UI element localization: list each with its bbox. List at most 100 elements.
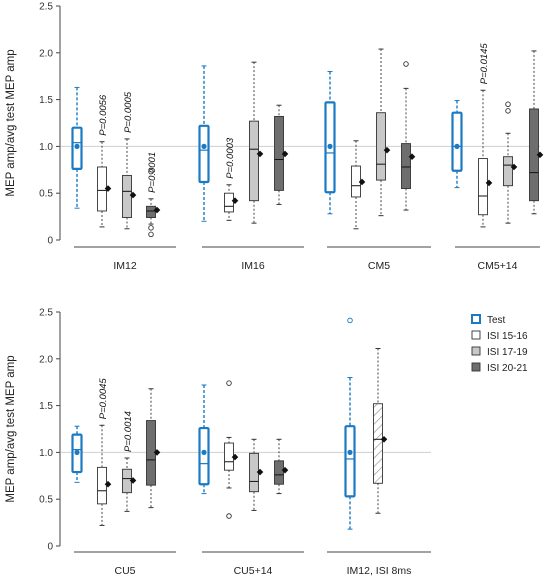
y-tick-label: 1.5 [39,401,53,412]
box-iqr [373,403,383,484]
mean-marker [129,191,137,199]
mean-marker [201,143,207,149]
box-isi1719 [249,438,264,511]
box-iqr [97,466,107,505]
outlier-point [505,108,511,114]
group-im12: IM12 P=0.0056 P=0.0005 P=0.0001 [71,86,176,272]
box-iqr [274,115,284,191]
group-label: IM12, ISI 8ms [347,565,412,577]
group-label: CU5+14 [234,565,273,577]
mean-marker [256,468,264,476]
legend-swatch [471,314,481,324]
y-tick-label: 2.0 [39,354,53,365]
panel-2: 0 0.5 1.0 1.5 2.0 2.5 MEP amp/avg test MEP amp… [5,308,431,577]
p-value-label: P=0.0001 [147,152,158,193]
box-isi2021 [401,61,416,211]
p-value-label: P=0.0056 [98,94,109,136]
mean-marker [104,185,112,192]
y-tick-label: 2.5 [39,2,53,13]
mean-marker [281,466,289,474]
y-axis-label: MEP amp/avg test MEP amp [5,49,17,196]
p-value-label: P=0.0014 [123,411,134,452]
p-value-label: P=0.0045 [98,378,109,420]
box-isi2021: P=0.0001 [146,152,161,238]
group-cu5: CU5 P=0.0045 P=0.0014 [71,378,176,577]
mean-marker [536,151,544,159]
box-isi1719 [503,101,518,224]
legend-swatch [471,330,481,340]
y-tick-label: 1.0 [39,142,53,153]
mean-marker [510,163,518,171]
y-tick-label: 0.5 [39,189,53,200]
box-iqr [344,425,356,498]
mean-marker [327,143,333,149]
box-test [198,65,210,222]
box-iqr [274,460,284,485]
box-isi1719: P=0.0005 [122,91,137,230]
mean-marker [153,449,161,456]
legend-item-isi2021: ISI 20-21 [471,362,528,374]
outlier-point [148,168,154,175]
outlier-point [403,61,409,67]
box-iqr [224,192,234,213]
mean-marker [281,150,289,158]
legend-label: ISI 20-21 [487,363,528,374]
box-isi1516: P=0.0045 [97,378,112,526]
p-value-label: P=0.0003 [225,137,236,179]
box-iqr [122,468,132,494]
legend-label: Test [487,315,506,326]
box-isi1516 [224,380,239,519]
mean-marker [454,143,460,149]
y-tick-label: 0 [47,542,53,553]
panel-1: 0 0.5 1.0 1.5 2.0 2.5 MEP amp/avg test MEP amp… [5,2,544,272]
box-isi1516: P=0.0056 [97,94,112,228]
group-cm5: CM5 [324,48,431,272]
box-test [344,317,356,530]
box-iqr [146,205,156,218]
box-iqr [451,111,463,172]
p-value-label: P=0.0145 [479,43,490,85]
mean-marker [74,143,80,149]
outlier-point [148,225,154,231]
box-iqr [224,442,234,471]
box-iqr [478,158,488,216]
box-iqr [122,174,132,218]
mean-marker [104,480,112,488]
box-iqr [198,124,210,184]
outlier-point [226,513,232,519]
outlier-point [505,101,511,108]
mean-marker [485,179,493,187]
outlier-point [347,317,353,324]
legend-item-isi1719: ISI 17-19 [471,346,528,358]
group-label: CM5+14 [478,260,518,272]
legend-item-test: Test [471,314,506,326]
mean-marker [256,150,264,158]
mean-marker [231,197,239,204]
box-isi1719 [249,61,264,224]
p-value-label: P=0.0005 [123,91,134,133]
box-iqr [503,156,513,187]
mean-marker [358,178,366,186]
y-tick-label: 1.5 [39,95,53,106]
box-isi1719: P=0.0014 [122,411,137,512]
box-iqr [376,112,386,181]
y-tick-label: 2.5 [39,308,53,319]
box-isi2021 [274,438,289,495]
legend: Test ISI 15-16 ISI 17-19 ISI 20-21 [471,314,528,374]
box-iqr [351,165,361,198]
box-iqr [97,166,107,212]
y-tick-label: 2.0 [39,48,53,59]
box-isi2021 [529,50,544,215]
legend-swatch [471,362,481,372]
box-iqr [146,420,156,486]
mean-marker [383,146,391,154]
box-isi2021 [146,388,161,509]
box-iqr [249,452,259,493]
mean-marker [74,449,80,455]
outlier-point [148,231,154,238]
y-tick-label: 0.5 [39,495,53,506]
mean-marker [129,477,137,484]
legend-label: ISI 17-19 [487,347,528,358]
group-label: IM12 [113,260,137,272]
